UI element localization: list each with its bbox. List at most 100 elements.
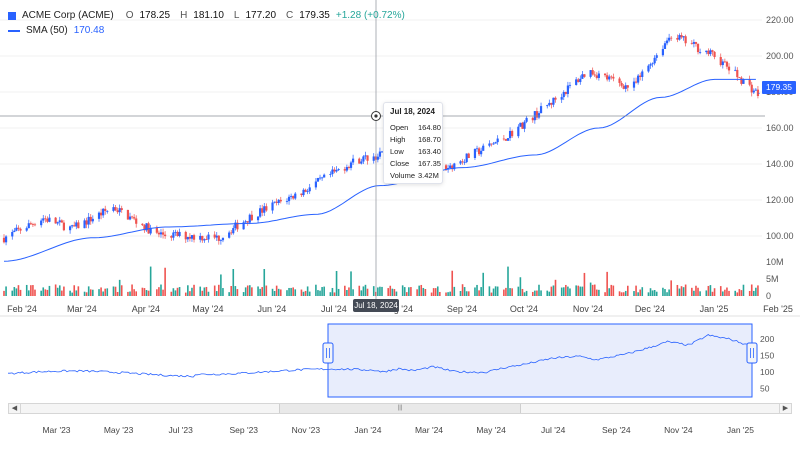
volume-bar [647, 292, 650, 296]
volume-bar [517, 286, 520, 296]
volume-bar [408, 287, 410, 296]
navigator-tick-label: 150 [760, 351, 774, 361]
candle-body [676, 37, 679, 40]
candle-body [647, 65, 650, 72]
candle-body [597, 73, 600, 78]
drag-handle-icon[interactable] [322, 342, 334, 364]
navigator-time-label: May '23 [104, 425, 134, 435]
candle-body [756, 89, 760, 96]
volume-bar [577, 285, 580, 296]
volume-bar [711, 291, 714, 296]
volume-bar [337, 288, 340, 296]
volume-bar [236, 289, 239, 296]
candlesticks [2, 32, 760, 246]
tooltip-value: 163.40 [418, 147, 441, 156]
volume-bar [158, 287, 160, 296]
volume-bar [135, 291, 137, 296]
candle-body [668, 37, 671, 41]
candle-body [459, 161, 462, 164]
drag-handle-icon[interactable] [746, 342, 758, 364]
candle-body [593, 74, 596, 76]
navigator-left-handle[interactable] [322, 342, 334, 364]
volume-bar [230, 286, 233, 296]
volume-bar [120, 285, 123, 296]
volume-bar [554, 279, 557, 296]
candle-body [128, 216, 132, 220]
chevron-left-icon[interactable]: ◀ [9, 404, 21, 413]
volume-bar [17, 285, 20, 296]
candle-body [143, 225, 146, 231]
candle-body [444, 165, 448, 170]
candle-body [490, 143, 493, 145]
candle-body [665, 40, 669, 44]
candle-body [449, 165, 452, 168]
sma-line [3, 78, 756, 262]
candle-body [492, 143, 495, 145]
volume-bar [279, 289, 282, 296]
volume-bar [315, 284, 317, 296]
volume-bar [40, 290, 42, 296]
scrollbar-thumb[interactable]: ||| [279, 404, 521, 413]
volume-bar [641, 287, 644, 296]
candle-body [13, 230, 16, 232]
chevron-right-icon[interactable]: ▶ [779, 404, 791, 413]
volume-bar [569, 288, 571, 296]
crosshair-date-tag: Jul 18, 2024 [353, 299, 399, 312]
candle-body [711, 50, 714, 52]
volume-bar [187, 285, 189, 296]
navigator-right-handle[interactable] [746, 342, 758, 364]
volume-bar [734, 290, 737, 296]
candle-body [705, 50, 708, 53]
tooltip-value: 3.42M [418, 171, 439, 180]
candle-body [4, 236, 8, 243]
volume-bar [422, 287, 425, 296]
volume-bar [335, 270, 338, 296]
candle-body [738, 77, 741, 78]
volume-bar [379, 286, 381, 296]
grip-icon: ||| [397, 405, 403, 411]
candle-body [316, 177, 320, 182]
volume-bar [244, 287, 247, 296]
volume-bar [620, 292, 623, 296]
volume-bar [89, 289, 92, 296]
price-tick-label: 140.00 [766, 159, 794, 169]
navigator-selected-range[interactable] [327, 323, 753, 398]
volume-bar [567, 286, 569, 296]
volume-bar [606, 271, 608, 296]
candle-body [750, 84, 753, 93]
candle-body [97, 212, 101, 219]
volume-bar [73, 285, 76, 296]
candle-body [655, 55, 658, 58]
volume-bar [112, 286, 115, 296]
volume-bar [184, 292, 187, 296]
volume-bar [670, 280, 672, 296]
navigator-time-label: Jan '25 [727, 425, 754, 435]
candle-body [372, 156, 375, 161]
horizontal-scrollbar[interactable]: ◀ ||| ▶ [8, 403, 792, 414]
volume-bar [352, 289, 354, 296]
candle-body [176, 231, 179, 236]
candle-body [213, 234, 216, 238]
volume-bar [246, 285, 249, 296]
volume-bar [294, 289, 297, 296]
volume-bar [722, 291, 724, 296]
candle-body [33, 224, 37, 226]
time-tick-label: Dec '24 [635, 304, 665, 314]
candle-body [694, 42, 698, 44]
volume-bar [92, 289, 94, 296]
volume-bar [726, 287, 728, 296]
volume-bar [321, 287, 323, 296]
volume-bar [684, 284, 687, 296]
price-axis: 100.00120.00140.00160.00180.00200.00220.… [766, 15, 794, 241]
volume-bar [401, 285, 404, 296]
volume-bar [164, 267, 166, 296]
volume-bar [191, 287, 193, 296]
candle-body [709, 50, 712, 55]
volume-bar [277, 288, 280, 296]
volume-bar [389, 285, 392, 296]
candle-body [453, 163, 456, 170]
volume-bar [627, 285, 629, 296]
candle-body [256, 216, 260, 221]
volume-bar [98, 289, 100, 296]
